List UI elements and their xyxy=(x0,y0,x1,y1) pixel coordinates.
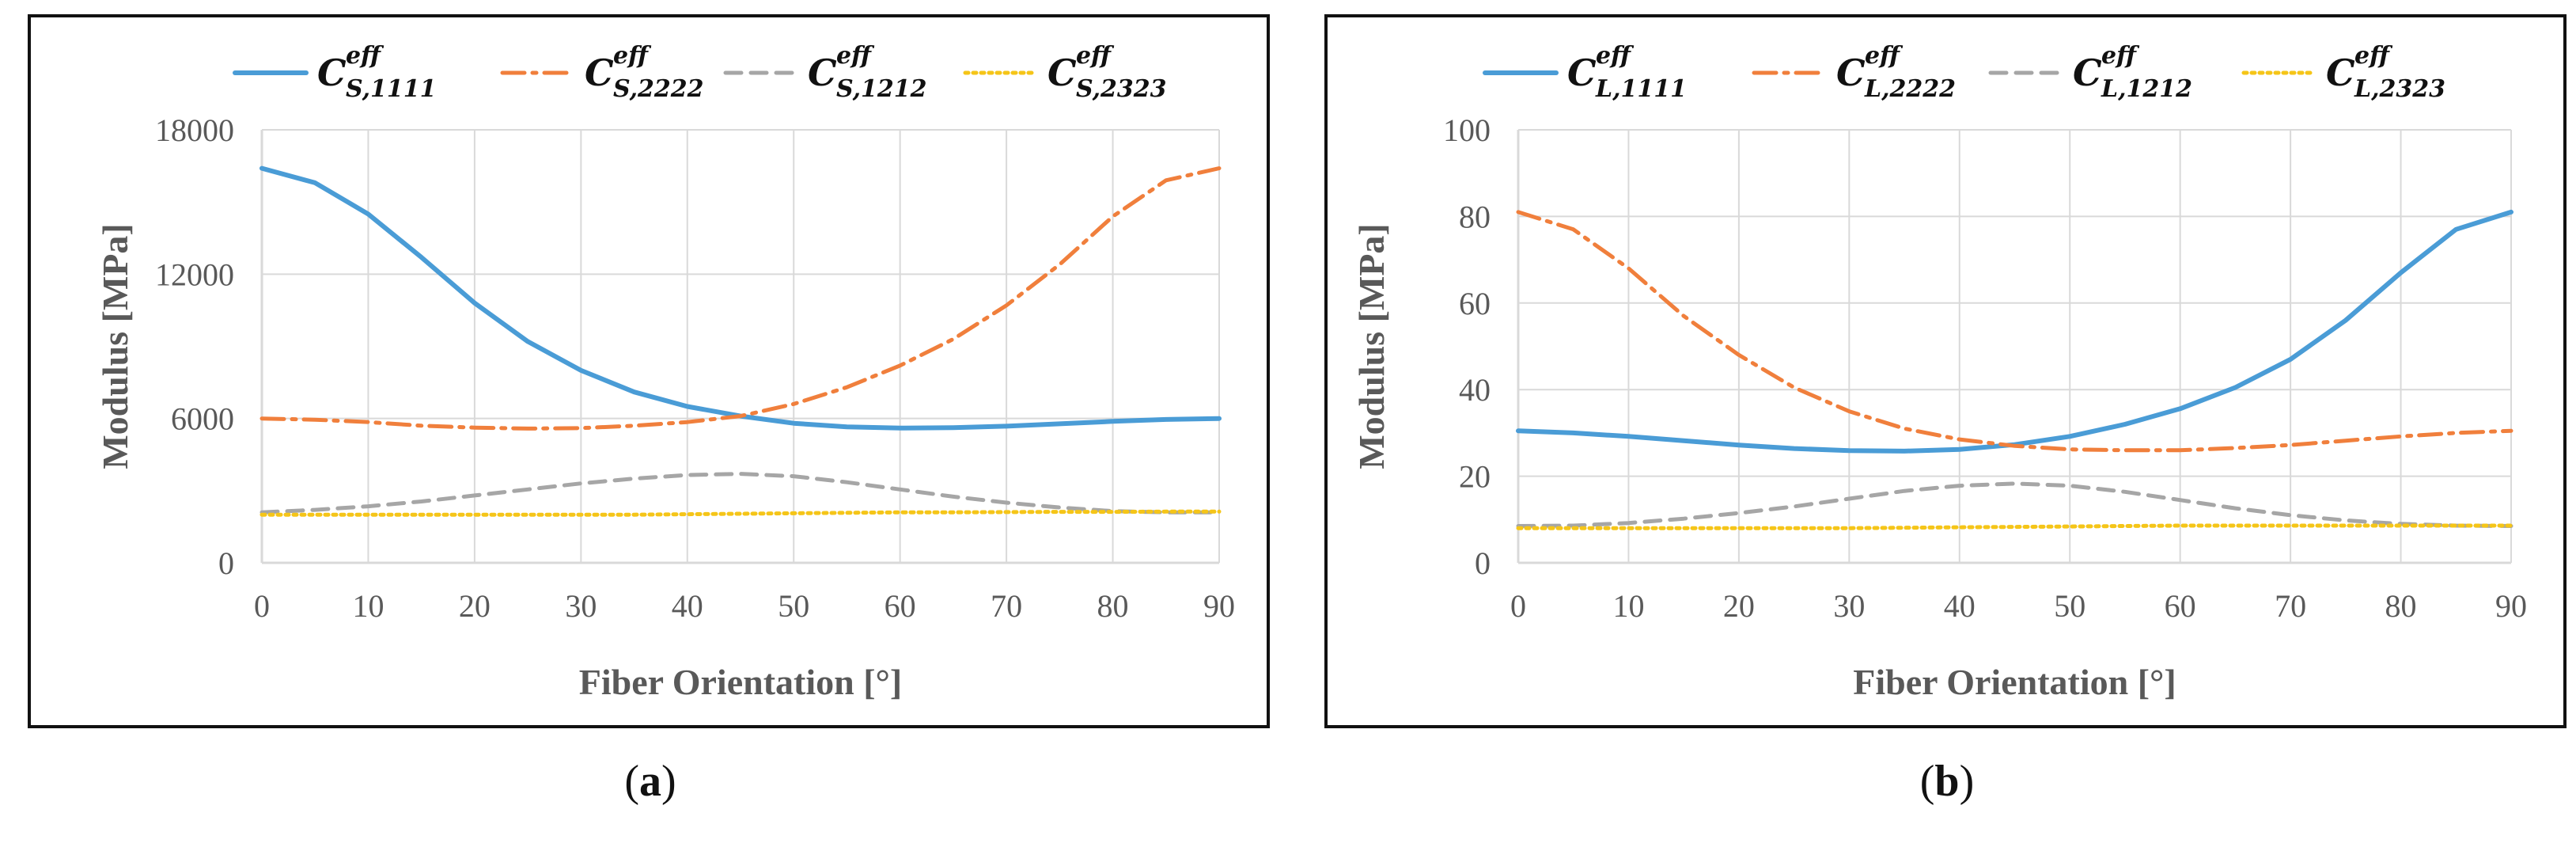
chart-panel-a: 0 10 20 30 40 50 60 70 80 90 0 6000 12000 18000 Fiber … xyxy=(28,14,1270,728)
x-tick-label: 20 xyxy=(459,588,491,624)
x-axis-title: Fiber Orientation [°] xyxy=(579,662,902,702)
series-line-c1212 xyxy=(259,472,1222,515)
x-tick-label: 60 xyxy=(885,588,916,624)
y-tick-label: 0 xyxy=(1475,545,1491,581)
x-tick-label: 20 xyxy=(1723,588,1755,624)
series-line-c1111 xyxy=(1516,209,2513,454)
legend-subscript: S,2323 xyxy=(1076,75,1167,103)
series-line-c2222 xyxy=(259,166,1222,431)
x-tick-label: 0 xyxy=(254,588,270,624)
legend-symbol: C xyxy=(1047,51,1077,94)
legend-superscript: eff xyxy=(1596,42,1635,70)
chart-a-svg: 0 10 20 30 40 50 60 70 80 90 0 6000 12000 18000 Fiber … xyxy=(95,42,1235,702)
legend-symbol: C xyxy=(2326,51,2355,94)
y-tick-label: 60 xyxy=(1459,286,1491,321)
legend-symbol: C xyxy=(585,51,614,94)
x-tick-label: 80 xyxy=(2385,588,2417,624)
legend-superscript: eff xyxy=(1076,42,1115,70)
legend-symbol: C xyxy=(317,51,347,94)
x-tick-label: 0 xyxy=(1510,588,1526,624)
x-tick-label: 70 xyxy=(991,588,1022,624)
x-tick-label: 40 xyxy=(672,588,703,624)
chart-b-svg: 0 10 20 30 40 50 60 70 80 90 0 20 40 60 80 100 Fiber Ori… xyxy=(1351,42,2527,702)
legend-subscript: S,1212 xyxy=(836,75,927,103)
legend-symbol: C xyxy=(808,51,837,94)
x-axis-title: Fiber Orientation [°] xyxy=(1853,662,2176,702)
legend-superscript: eff xyxy=(613,42,652,70)
x-tick-label: 90 xyxy=(2495,588,2527,624)
y-tick-label: 100 xyxy=(1443,112,1491,148)
x-tick-label: 40 xyxy=(1944,588,1976,624)
y-tick-label: 0 xyxy=(218,545,234,581)
y-tick-label: 6000 xyxy=(171,401,234,437)
y-axis-title: Modulus [MPa] xyxy=(95,223,135,469)
caption-b: (b) xyxy=(1919,757,1975,806)
y-tick-label: 40 xyxy=(1459,372,1491,408)
legend-superscript: eff xyxy=(836,42,875,70)
x-tick-label: 30 xyxy=(1833,588,1865,624)
legend-subscript: L,2323 xyxy=(2354,75,2445,103)
y-axis-title: Modulus [MPa] xyxy=(1351,223,1392,469)
x-tick-label: 90 xyxy=(1203,588,1235,624)
x-tick-label: 60 xyxy=(2165,588,2196,624)
legend-subscript: L,2222 xyxy=(1864,75,1956,103)
x-tick-label: 70 xyxy=(2275,588,2306,624)
chart-panel-b: 0 10 20 30 40 50 60 70 80 90 0 20 40 60 80 100 Fiber Ori… xyxy=(1324,14,2567,728)
legend-subscript: S,1111 xyxy=(346,75,437,103)
series-line-c1212 xyxy=(1516,481,2513,528)
legend-superscript: eff xyxy=(346,42,385,70)
legend-superscript: eff xyxy=(2354,42,2393,70)
legend-subscript: L,1212 xyxy=(2101,75,2192,103)
legend-symbol: C xyxy=(1836,51,1866,94)
y-tick-label: 20 xyxy=(1459,459,1491,495)
legend-superscript: eff xyxy=(2101,42,2140,70)
series-line-c1111 xyxy=(259,165,1222,431)
x-tick-label: 10 xyxy=(352,588,384,624)
legend-superscript: eff xyxy=(1865,42,1904,70)
legend-symbol: C xyxy=(1567,51,1597,94)
series-line-c2323 xyxy=(1516,523,2513,530)
x-tick-label: 50 xyxy=(778,588,809,624)
legend-subscript: S,2222 xyxy=(613,75,704,103)
y-tick-label: 12000 xyxy=(155,256,234,292)
series-line-c2323 xyxy=(259,509,1222,517)
x-tick-label: 80 xyxy=(1097,588,1129,624)
x-tick-label: 50 xyxy=(2054,588,2085,624)
y-tick-label: 80 xyxy=(1459,199,1491,234)
x-tick-label: 30 xyxy=(565,588,597,624)
x-tick-label: 10 xyxy=(1612,588,1644,624)
legend-symbol: C xyxy=(2073,51,2102,94)
y-tick-label: 18000 xyxy=(155,112,234,148)
series-line-c2222 xyxy=(1516,210,2513,453)
legend-subscript: L,1111 xyxy=(1595,75,1687,103)
caption-a: (a) xyxy=(624,757,676,806)
